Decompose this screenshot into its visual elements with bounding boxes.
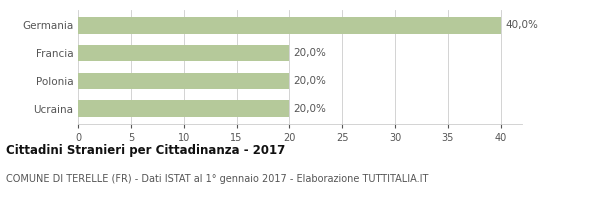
Text: COMUNE DI TERELLE (FR) - Dati ISTAT al 1° gennaio 2017 - Elaborazione TUTTITALIA: COMUNE DI TERELLE (FR) - Dati ISTAT al 1… <box>6 174 428 184</box>
Text: 20,0%: 20,0% <box>293 48 326 58</box>
Text: 20,0%: 20,0% <box>293 104 326 114</box>
Bar <box>78 100 289 117</box>
Bar <box>78 17 501 34</box>
Bar <box>78 45 289 61</box>
Text: 20,0%: 20,0% <box>293 76 326 86</box>
Text: 40,0%: 40,0% <box>505 20 538 30</box>
Text: Cittadini Stranieri per Cittadinanza - 2017: Cittadini Stranieri per Cittadinanza - 2… <box>6 144 285 157</box>
Bar <box>78 73 289 89</box>
